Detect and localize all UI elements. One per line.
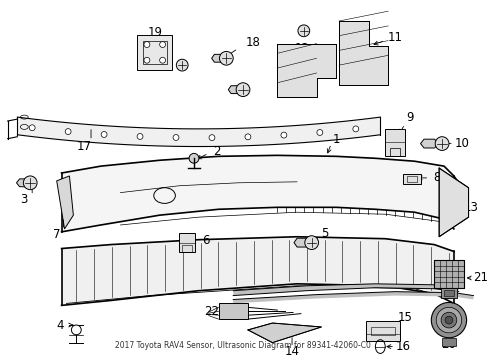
Text: 21: 21 xyxy=(473,271,488,284)
Bar xyxy=(403,174,420,184)
Circle shape xyxy=(101,131,107,138)
Text: 3: 3 xyxy=(21,193,28,206)
Circle shape xyxy=(245,134,251,140)
Text: 11: 11 xyxy=(388,31,402,44)
Polygon shape xyxy=(277,44,336,98)
Text: 7: 7 xyxy=(53,228,60,241)
Circle shape xyxy=(176,59,188,71)
Circle shape xyxy=(209,135,215,140)
Bar xyxy=(182,244,192,252)
Circle shape xyxy=(441,312,457,328)
Text: 1: 1 xyxy=(332,133,340,146)
Text: 8: 8 xyxy=(434,171,441,184)
Circle shape xyxy=(24,176,37,190)
Polygon shape xyxy=(212,54,225,62)
Bar xyxy=(441,288,457,298)
Text: 9: 9 xyxy=(406,111,414,123)
Circle shape xyxy=(29,125,35,131)
Polygon shape xyxy=(17,179,32,187)
Circle shape xyxy=(317,130,323,135)
Circle shape xyxy=(160,57,166,63)
Text: 10: 10 xyxy=(454,137,469,150)
Text: 4: 4 xyxy=(56,319,63,332)
Polygon shape xyxy=(228,86,242,94)
Bar xyxy=(385,129,405,156)
Circle shape xyxy=(353,126,359,132)
Bar xyxy=(366,321,400,341)
Bar xyxy=(407,176,416,182)
Circle shape xyxy=(431,302,466,338)
Text: 19: 19 xyxy=(147,26,162,39)
Text: 20: 20 xyxy=(441,338,456,351)
Circle shape xyxy=(436,307,462,333)
Bar xyxy=(370,327,395,335)
Bar xyxy=(179,233,195,252)
Text: 16: 16 xyxy=(395,340,410,353)
Circle shape xyxy=(298,25,310,37)
Bar xyxy=(143,41,167,64)
Circle shape xyxy=(137,134,143,139)
Bar xyxy=(390,148,400,156)
Circle shape xyxy=(189,153,199,163)
Bar xyxy=(219,303,248,319)
Circle shape xyxy=(144,57,150,63)
Circle shape xyxy=(236,83,250,96)
Polygon shape xyxy=(339,21,388,85)
Circle shape xyxy=(435,137,449,150)
Text: 22: 22 xyxy=(204,305,219,318)
Bar xyxy=(434,260,464,288)
Bar xyxy=(444,290,454,296)
Polygon shape xyxy=(248,323,321,343)
Bar xyxy=(442,338,456,346)
Circle shape xyxy=(445,316,453,324)
Circle shape xyxy=(65,129,71,135)
Polygon shape xyxy=(420,139,438,148)
Text: 12: 12 xyxy=(294,42,309,55)
Circle shape xyxy=(220,51,233,65)
Circle shape xyxy=(160,42,166,48)
Text: 6: 6 xyxy=(202,234,210,247)
Polygon shape xyxy=(57,176,74,229)
Circle shape xyxy=(281,132,287,138)
Bar xyxy=(137,35,172,70)
Circle shape xyxy=(305,236,318,249)
Text: 18: 18 xyxy=(245,36,260,49)
Circle shape xyxy=(72,325,81,335)
Text: 15: 15 xyxy=(397,311,412,324)
Text: 14: 14 xyxy=(285,345,299,358)
Circle shape xyxy=(173,135,179,140)
Text: 13: 13 xyxy=(464,201,479,214)
Polygon shape xyxy=(294,238,310,247)
Circle shape xyxy=(144,42,150,48)
Text: 2: 2 xyxy=(213,145,220,158)
Text: 5: 5 xyxy=(321,227,328,240)
Polygon shape xyxy=(439,168,468,237)
Text: 2017 Toyota RAV4 Sensor, Ultrasonic Diagram for 89341-42060-C0: 2017 Toyota RAV4 Sensor, Ultrasonic Diag… xyxy=(115,342,371,351)
Text: 17: 17 xyxy=(76,140,92,153)
